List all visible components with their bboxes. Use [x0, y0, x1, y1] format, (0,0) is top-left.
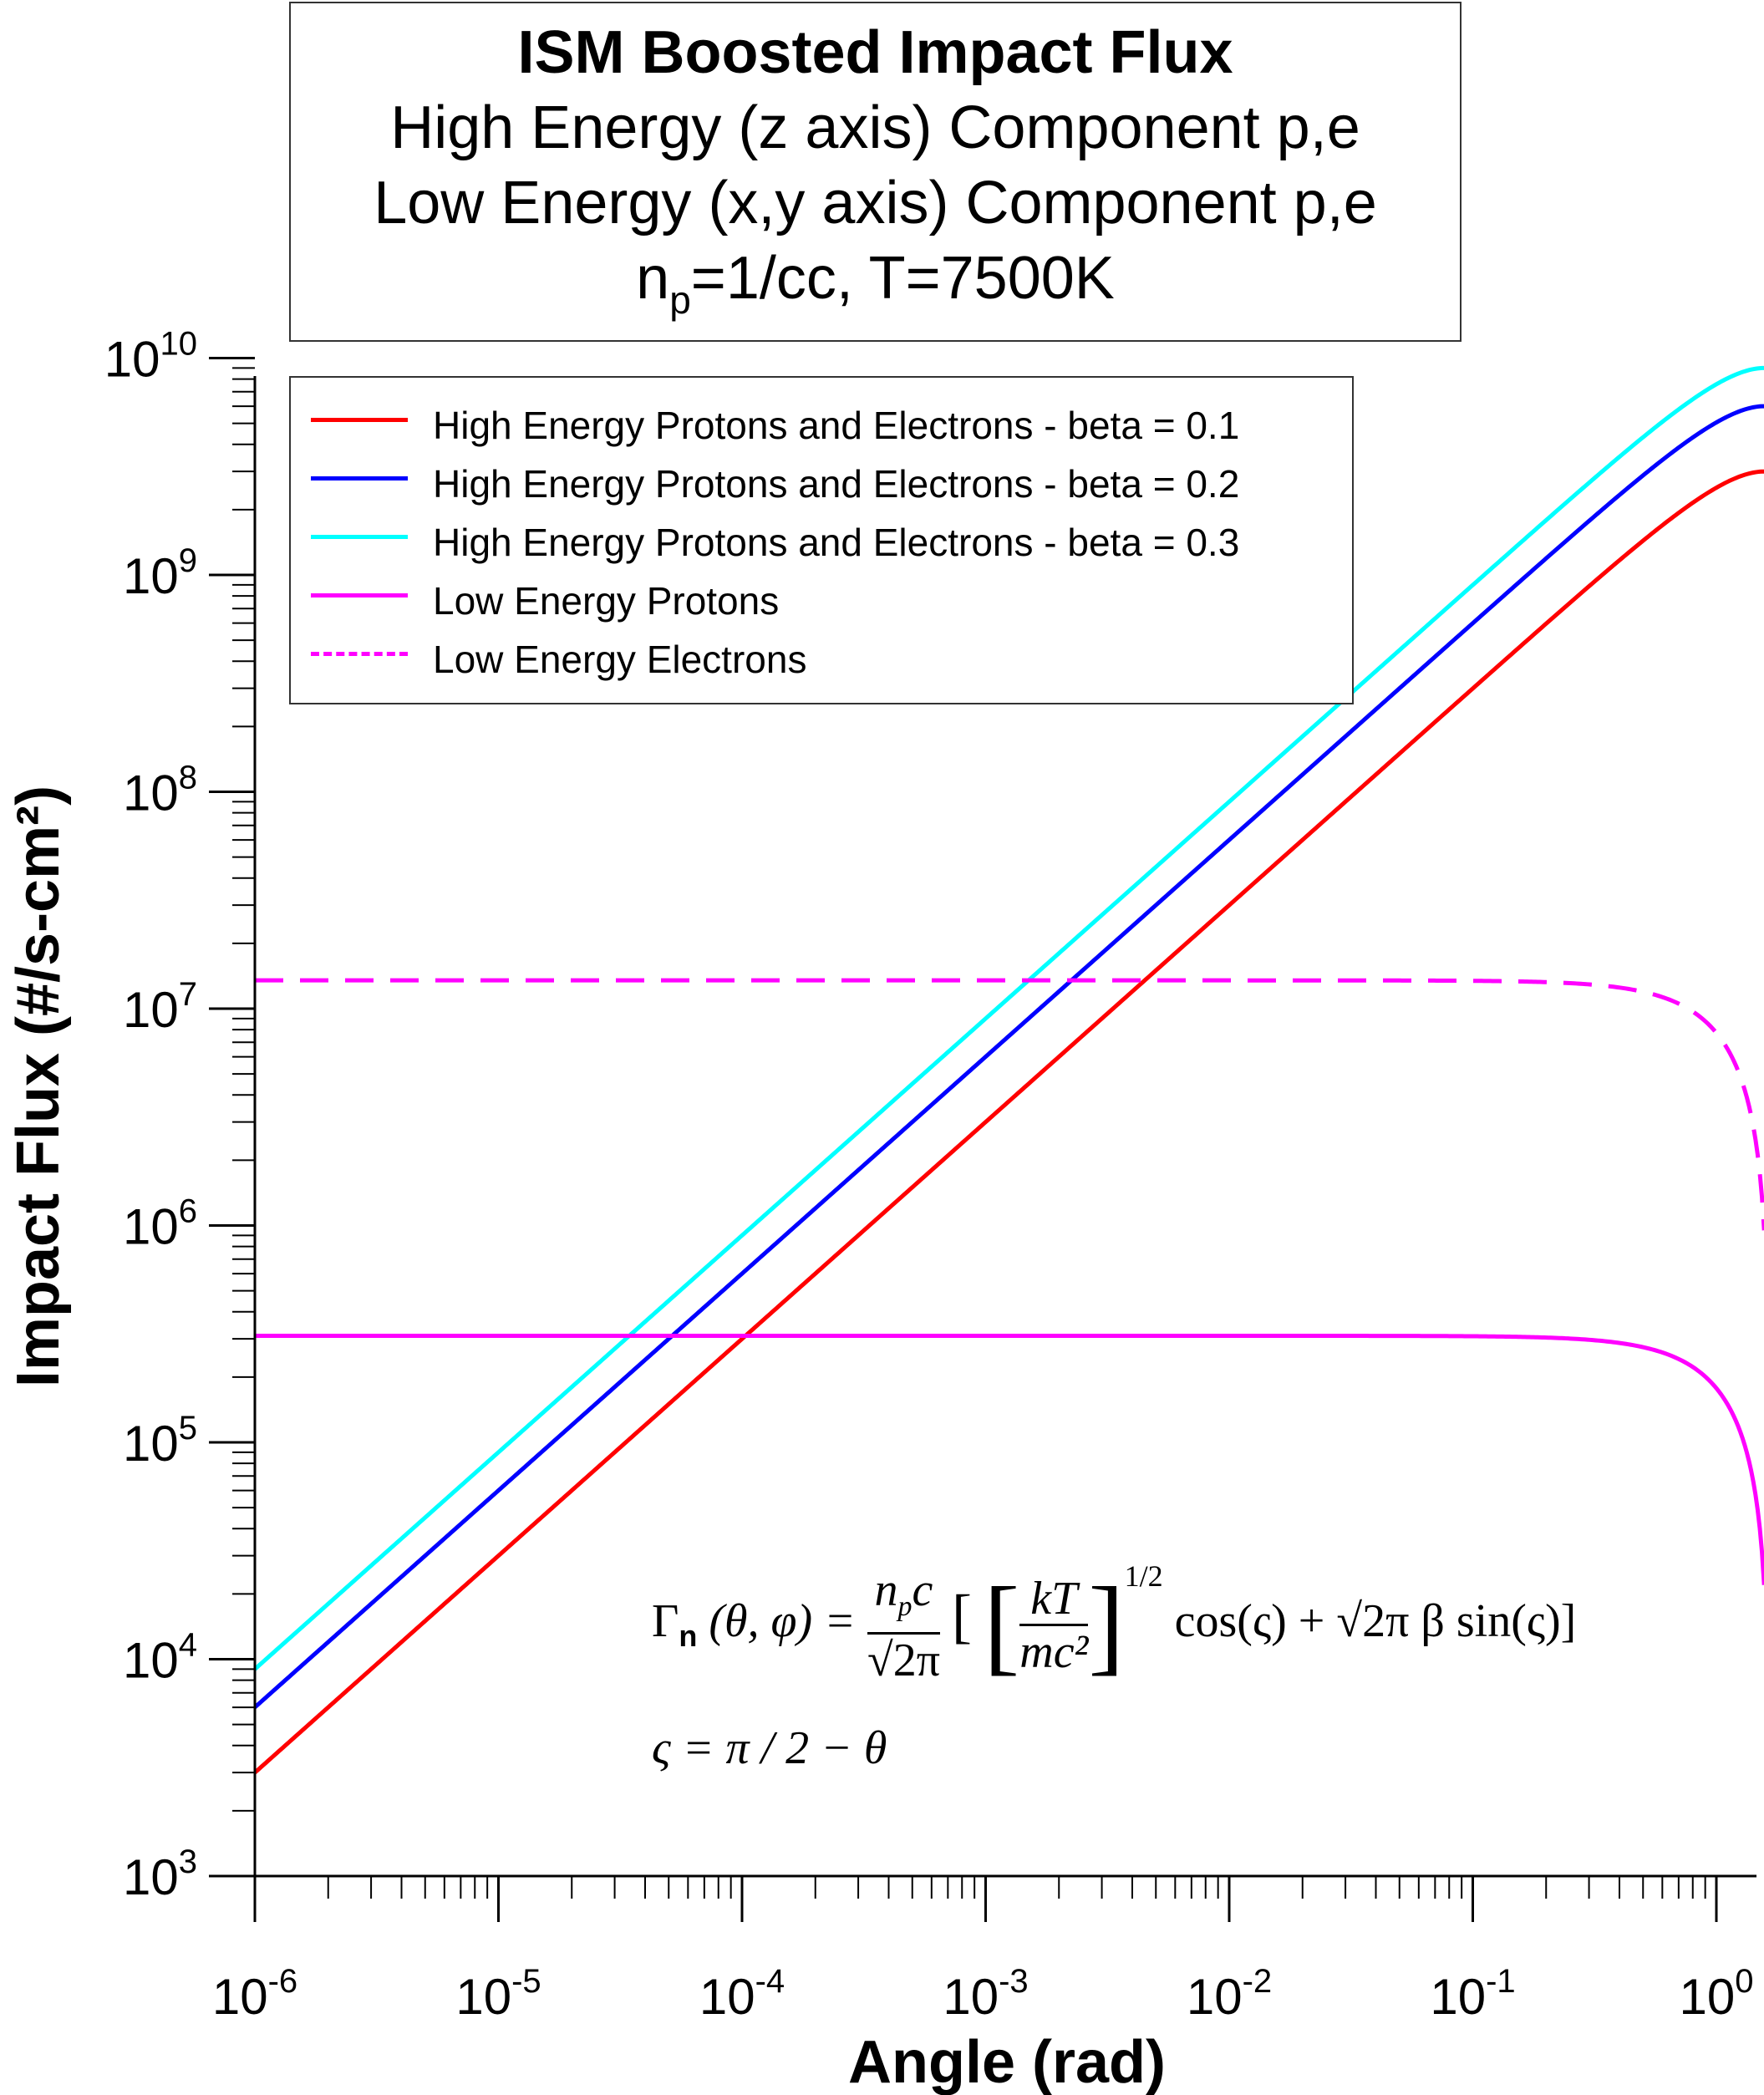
major-ticks: [209, 357, 1718, 1922]
y-tick-label: 108: [123, 760, 197, 821]
y-tick-label: 1010: [104, 326, 197, 388]
tick-labels: 10-6 10-5 10-4 10-3 10-2 10-1 100 103 104 105 106 1…: [104, 326, 1754, 2026]
series-line-2: [253, 404, 1764, 1709]
x-tick-label: 10-2: [1187, 1963, 1272, 2025]
formula-right-square: ]: [1088, 1565, 1125, 1686]
x-tick-label: 10-4: [699, 1963, 785, 2025]
formula-args: (θ, φ) =: [709, 1595, 856, 1647]
legend: High Energy Protons and Electrons - beta…: [289, 376, 1354, 704]
legend-swatch-low-energy-electrons: [311, 652, 408, 656]
series-layer: [253, 365, 1764, 1775]
series-line-4: [255, 1333, 1764, 1585]
formula-kt: kT: [1019, 1574, 1089, 1626]
formula-fraction-density: npc √2π: [867, 1565, 940, 1686]
chart-subtitle-high-energy: High Energy (z axis) Component p,e: [390, 94, 1360, 161]
formula-fraction-thermal: kT mc²: [1019, 1574, 1089, 1678]
formula-light-speed: c: [912, 1564, 933, 1616]
x-tick-label: 10-6: [212, 1963, 297, 2025]
y-tick-label: 104: [123, 1627, 197, 1689]
series-line-5: [255, 978, 1764, 1231]
chart-subtitle-low-energy: Low Energy (x,y axis) Component p,e: [374, 170, 1377, 236]
legend-item-beta-0-3: High Energy Protons and Electrons - beta…: [291, 513, 1352, 572]
legend-item-low-energy-protons: Low Energy Protons: [291, 572, 1352, 630]
zeta-definition: ς = π / 2 − θ: [652, 1722, 887, 1774]
formula-left-square: [: [983, 1565, 1020, 1686]
formula-gamma-subscript: n: [679, 1619, 698, 1654]
series-line-3: [253, 365, 1764, 1671]
minor-ticks: [232, 367, 1706, 1899]
y-tick-label: 105: [123, 1410, 197, 1472]
formula-density-symbol: n: [874, 1564, 898, 1616]
legend-swatch-beta-0-3: [311, 535, 408, 539]
chart-subtitle-parameters: np=1/cc, T=7500K: [291, 241, 1460, 319]
x-tick-label: 10-5: [455, 1963, 541, 2025]
formula-gamma: Γ: [652, 1595, 679, 1647]
chart-title-box: ISM Boosted Impact Flux High Energy (z a…: [289, 2, 1462, 342]
chart-title: ISM Boosted Impact Flux: [517, 19, 1233, 86]
formula-sqrt-two-pi: √2π: [867, 1634, 940, 1686]
legend-swatch-beta-0-2: [311, 476, 408, 481]
formula-mc2: mc²: [1019, 1625, 1089, 1678]
x-tick-label: 100: [1680, 1963, 1754, 2025]
legend-label-low-energy-protons: Low Energy Protons: [433, 579, 780, 623]
flux-formula: Γn (θ, φ) = npc √2π [ [ kT mc² ]1/2 cos(…: [652, 1559, 1576, 1688]
y-axis-label: Impact Flux (#/s-cm²): [5, 786, 72, 1387]
legend-swatch-low-energy-protons: [311, 593, 408, 597]
y-tick-label: 109: [123, 542, 197, 604]
parameters-text: =1/cc, T=7500K: [690, 245, 1115, 312]
legend-label-beta-0-1: High Energy Protons and Electrons - beta…: [433, 404, 1240, 447]
formula-open-bracket: [: [951, 1583, 972, 1650]
legend-label-beta-0-3: High Energy Protons and Electrons - beta…: [433, 521, 1240, 564]
formula-density-subscript: p: [897, 1590, 913, 1622]
legend-label-low-energy-electrons: Low Energy Electrons: [433, 638, 807, 681]
legend-item-beta-0-2: High Energy Protons and Electrons - beta…: [291, 455, 1352, 513]
legend-item-low-energy-electrons: Low Energy Electrons: [291, 630, 1352, 689]
x-tick-label: 10-3: [943, 1963, 1028, 2025]
legend-swatch-beta-0-1: [311, 418, 408, 422]
density-subscript: p: [669, 278, 691, 322]
legend-label-beta-0-2: High Energy Protons and Electrons - beta…: [433, 462, 1240, 506]
x-axis-label: Angle (rad): [848, 2029, 1166, 2095]
formula-power: 1/2: [1124, 1559, 1163, 1593]
density-symbol: n: [636, 245, 670, 312]
series-line-1: [253, 469, 1764, 1775]
y-tick-label: 107: [123, 976, 197, 1038]
y-tick-label: 106: [123, 1193, 197, 1255]
legend-item-beta-0-1: High Energy Protons and Electrons - beta…: [291, 396, 1352, 455]
x-tick-label: 10-1: [1430, 1963, 1515, 2025]
y-tick-label: 103: [123, 1843, 197, 1905]
formula-tail: cos(ς) + √2π β sin(ς)]: [1174, 1595, 1577, 1647]
